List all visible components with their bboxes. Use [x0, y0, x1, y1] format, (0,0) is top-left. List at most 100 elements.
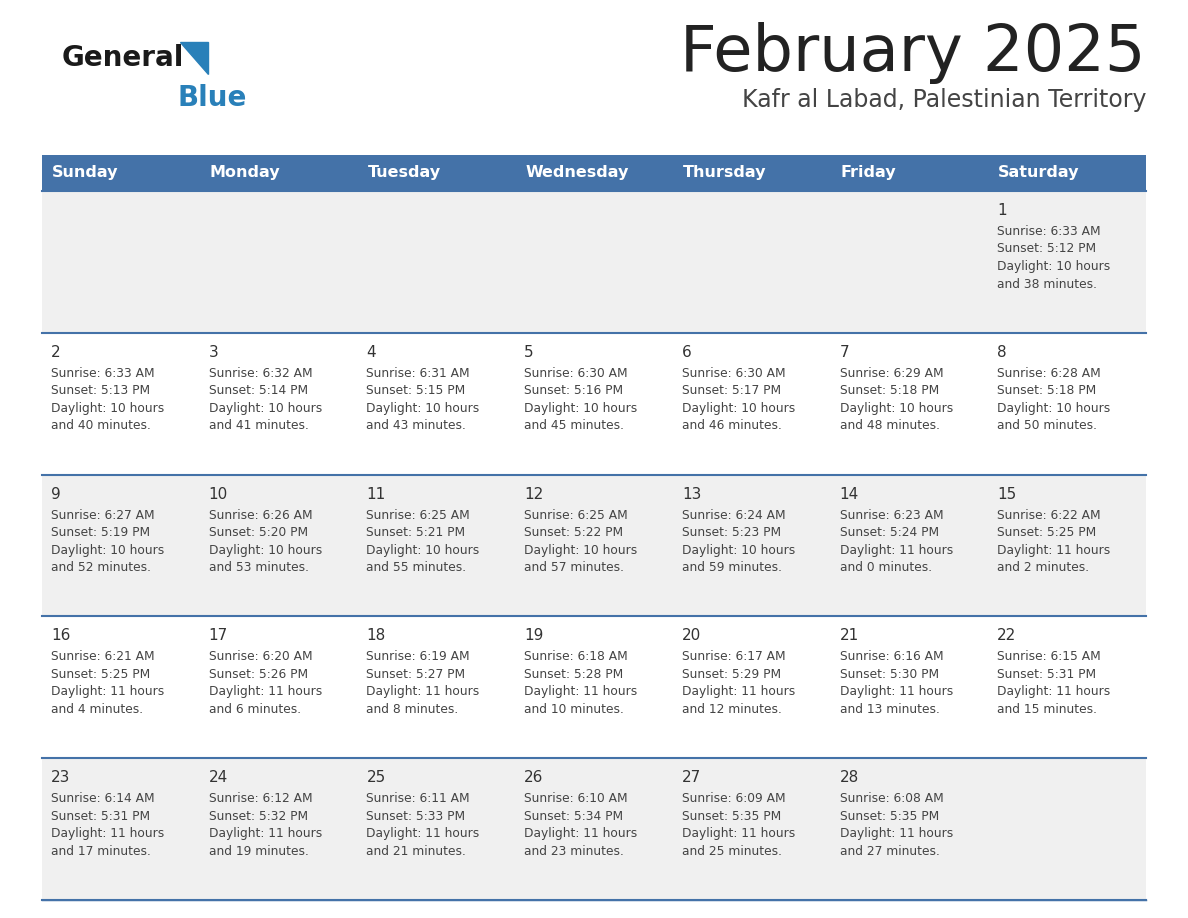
Text: Sunrise: 6:10 AM: Sunrise: 6:10 AM: [524, 792, 627, 805]
Text: and 6 minutes.: and 6 minutes.: [209, 703, 301, 716]
Text: Kafr al Labad, Palestinian Territory: Kafr al Labad, Palestinian Territory: [741, 88, 1146, 112]
Bar: [988, 333, 1146, 475]
Text: 7: 7: [840, 345, 849, 360]
Text: Sunset: 5:31 PM: Sunset: 5:31 PM: [997, 668, 1097, 681]
Text: and 2 minutes.: and 2 minutes.: [997, 561, 1089, 574]
Text: Daylight: 10 hours: Daylight: 10 hours: [524, 543, 638, 556]
Text: Daylight: 11 hours: Daylight: 11 hours: [682, 686, 795, 699]
Polygon shape: [181, 42, 208, 74]
Text: 2: 2: [51, 345, 61, 360]
Bar: [358, 191, 516, 333]
Text: Sunset: 5:12 PM: Sunset: 5:12 PM: [997, 242, 1097, 255]
Bar: [672, 155, 830, 191]
Text: and 55 minutes.: and 55 minutes.: [366, 561, 467, 574]
Text: Sunset: 5:28 PM: Sunset: 5:28 PM: [524, 668, 624, 681]
Text: Sunrise: 6:08 AM: Sunrise: 6:08 AM: [840, 792, 943, 805]
Bar: [42, 191, 200, 333]
Bar: [672, 758, 830, 900]
Text: Thursday: Thursday: [683, 165, 766, 181]
Bar: [42, 758, 200, 900]
Text: Sunrise: 6:14 AM: Sunrise: 6:14 AM: [51, 792, 154, 805]
Text: 15: 15: [997, 487, 1017, 501]
Text: and 59 minutes.: and 59 minutes.: [682, 561, 782, 574]
Bar: [830, 616, 988, 758]
Text: 5: 5: [524, 345, 533, 360]
Bar: [200, 333, 358, 475]
Text: Sunrise: 6:33 AM: Sunrise: 6:33 AM: [51, 367, 154, 380]
Text: and 23 minutes.: and 23 minutes.: [524, 845, 624, 857]
Text: 19: 19: [524, 629, 544, 644]
Text: Sunrise: 6:27 AM: Sunrise: 6:27 AM: [51, 509, 154, 521]
Text: Sunset: 5:35 PM: Sunset: 5:35 PM: [840, 810, 939, 823]
Text: 17: 17: [209, 629, 228, 644]
Text: Sunrise: 6:23 AM: Sunrise: 6:23 AM: [840, 509, 943, 521]
Text: Sunset: 5:20 PM: Sunset: 5:20 PM: [209, 526, 308, 539]
Text: 24: 24: [209, 770, 228, 785]
Text: and 8 minutes.: and 8 minutes.: [366, 703, 459, 716]
Text: Sunset: 5:15 PM: Sunset: 5:15 PM: [366, 385, 466, 397]
Text: 25: 25: [366, 770, 386, 785]
Text: Daylight: 10 hours: Daylight: 10 hours: [366, 543, 480, 556]
Bar: [672, 616, 830, 758]
Text: 21: 21: [840, 629, 859, 644]
Text: and 0 minutes.: and 0 minutes.: [840, 561, 931, 574]
Text: and 57 minutes.: and 57 minutes.: [524, 561, 624, 574]
Bar: [830, 333, 988, 475]
Text: Friday: Friday: [841, 165, 896, 181]
Text: 18: 18: [366, 629, 386, 644]
Text: Sunrise: 6:12 AM: Sunrise: 6:12 AM: [209, 792, 312, 805]
Text: Daylight: 10 hours: Daylight: 10 hours: [840, 402, 953, 415]
Text: Sunrise: 6:19 AM: Sunrise: 6:19 AM: [366, 650, 470, 664]
Bar: [200, 155, 358, 191]
Text: General: General: [62, 44, 184, 72]
Text: Daylight: 10 hours: Daylight: 10 hours: [51, 543, 164, 556]
Text: Daylight: 10 hours: Daylight: 10 hours: [997, 260, 1111, 273]
Bar: [516, 191, 672, 333]
Text: and 12 minutes.: and 12 minutes.: [682, 703, 782, 716]
Text: Daylight: 11 hours: Daylight: 11 hours: [209, 827, 322, 840]
Text: Sunset: 5:24 PM: Sunset: 5:24 PM: [840, 526, 939, 539]
Text: Sunrise: 6:24 AM: Sunrise: 6:24 AM: [682, 509, 785, 521]
Text: Daylight: 11 hours: Daylight: 11 hours: [997, 543, 1111, 556]
Text: Daylight: 11 hours: Daylight: 11 hours: [997, 686, 1111, 699]
Text: Daylight: 11 hours: Daylight: 11 hours: [840, 686, 953, 699]
Text: Sunset: 5:32 PM: Sunset: 5:32 PM: [209, 810, 308, 823]
Text: Sunset: 5:33 PM: Sunset: 5:33 PM: [366, 810, 466, 823]
Text: Daylight: 11 hours: Daylight: 11 hours: [209, 686, 322, 699]
Bar: [988, 191, 1146, 333]
Text: and 53 minutes.: and 53 minutes.: [209, 561, 309, 574]
Bar: [358, 475, 516, 616]
Text: Sunset: 5:31 PM: Sunset: 5:31 PM: [51, 810, 150, 823]
Text: 10: 10: [209, 487, 228, 501]
Text: Sunrise: 6:11 AM: Sunrise: 6:11 AM: [366, 792, 470, 805]
Text: Sunset: 5:27 PM: Sunset: 5:27 PM: [366, 668, 466, 681]
Text: Sunday: Sunday: [52, 165, 119, 181]
Text: and 45 minutes.: and 45 minutes.: [524, 420, 624, 432]
Text: Daylight: 11 hours: Daylight: 11 hours: [840, 543, 953, 556]
Text: and 15 minutes.: and 15 minutes.: [997, 703, 1098, 716]
Text: Sunrise: 6:09 AM: Sunrise: 6:09 AM: [682, 792, 785, 805]
Text: 12: 12: [524, 487, 543, 501]
Text: Saturday: Saturday: [998, 165, 1080, 181]
Bar: [516, 155, 672, 191]
Text: Daylight: 11 hours: Daylight: 11 hours: [682, 827, 795, 840]
Text: and 50 minutes.: and 50 minutes.: [997, 420, 1098, 432]
Bar: [988, 155, 1146, 191]
Text: Sunset: 5:25 PM: Sunset: 5:25 PM: [51, 668, 150, 681]
Text: Sunset: 5:34 PM: Sunset: 5:34 PM: [524, 810, 624, 823]
Text: and 4 minutes.: and 4 minutes.: [51, 703, 143, 716]
Bar: [358, 758, 516, 900]
Text: Daylight: 11 hours: Daylight: 11 hours: [840, 827, 953, 840]
Text: Sunset: 5:16 PM: Sunset: 5:16 PM: [524, 385, 624, 397]
Text: Sunset: 5:26 PM: Sunset: 5:26 PM: [209, 668, 308, 681]
Text: 27: 27: [682, 770, 701, 785]
Text: Daylight: 11 hours: Daylight: 11 hours: [51, 827, 164, 840]
Text: Daylight: 10 hours: Daylight: 10 hours: [366, 402, 480, 415]
Text: Daylight: 10 hours: Daylight: 10 hours: [682, 543, 795, 556]
Text: 14: 14: [840, 487, 859, 501]
Text: and 21 minutes.: and 21 minutes.: [366, 845, 467, 857]
Text: Sunset: 5:19 PM: Sunset: 5:19 PM: [51, 526, 150, 539]
Text: and 46 minutes.: and 46 minutes.: [682, 420, 782, 432]
Text: and 25 minutes.: and 25 minutes.: [682, 845, 782, 857]
Text: Monday: Monday: [210, 165, 280, 181]
